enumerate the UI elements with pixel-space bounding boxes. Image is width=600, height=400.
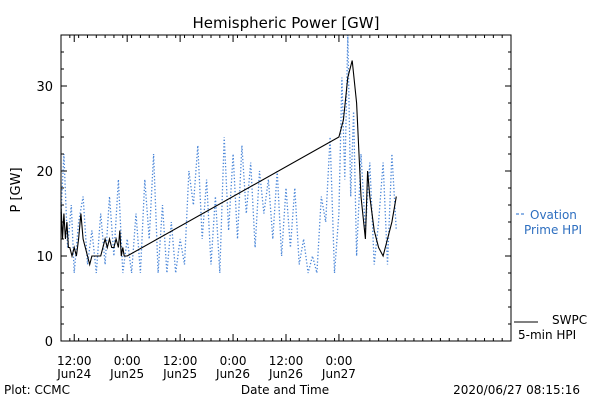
legend-swpc-label-line2: 5-min HPI [518,328,576,342]
x-tick-label-time: 12:00 [57,354,92,368]
x-tick-label-date: Jun26 [215,367,250,381]
x-tick-label-time: 12:00 [163,354,198,368]
y-tick-label: 20 [36,165,53,180]
y-tick-label: 30 [36,80,53,95]
chart-title: Hemispheric Power [GW] [193,14,380,32]
plot-credit: Plot: CCMC [4,383,70,397]
series-swpc-line [60,60,397,267]
x-tick-label-time: 0:00 [114,354,141,368]
x-tick-label-time: 12:00 [269,354,304,368]
y-tick-label: 0 [45,335,53,350]
legend-ovation-label-line1: Ovation [530,208,577,222]
x-tick-label-date: Jun25 [109,367,144,381]
x-tick-label-date: Jun24 [56,367,91,381]
x-tick-label-date: Jun26 [268,367,303,381]
x-tick-label-time: 0:00 [325,354,352,368]
legend-ovation-label-line2: Prime HPI [524,223,582,237]
x-axis-label: Date and Time [241,383,329,397]
series-layer [60,34,397,274]
legend-swpc-label-line1: SWPC [552,313,587,327]
plot-frame [60,34,512,342]
legend: Ovation Prime HPI SWPC 5-min HPI [514,208,587,342]
x-tick-label-time: 0:00 [220,354,247,368]
x-tick-label-date: Jun25 [162,367,197,381]
plot-timestamp: 2020/06/27 08:15:16 [453,383,580,397]
y-axis-label: P [GW] [9,167,24,212]
axes-layer: 010203012:00Jun240:00Jun2512:00Jun250:00… [36,34,512,381]
series-ovation-line [60,34,397,274]
x-tick-label-date: Jun27 [321,367,356,381]
y-tick-label: 10 [36,250,53,265]
